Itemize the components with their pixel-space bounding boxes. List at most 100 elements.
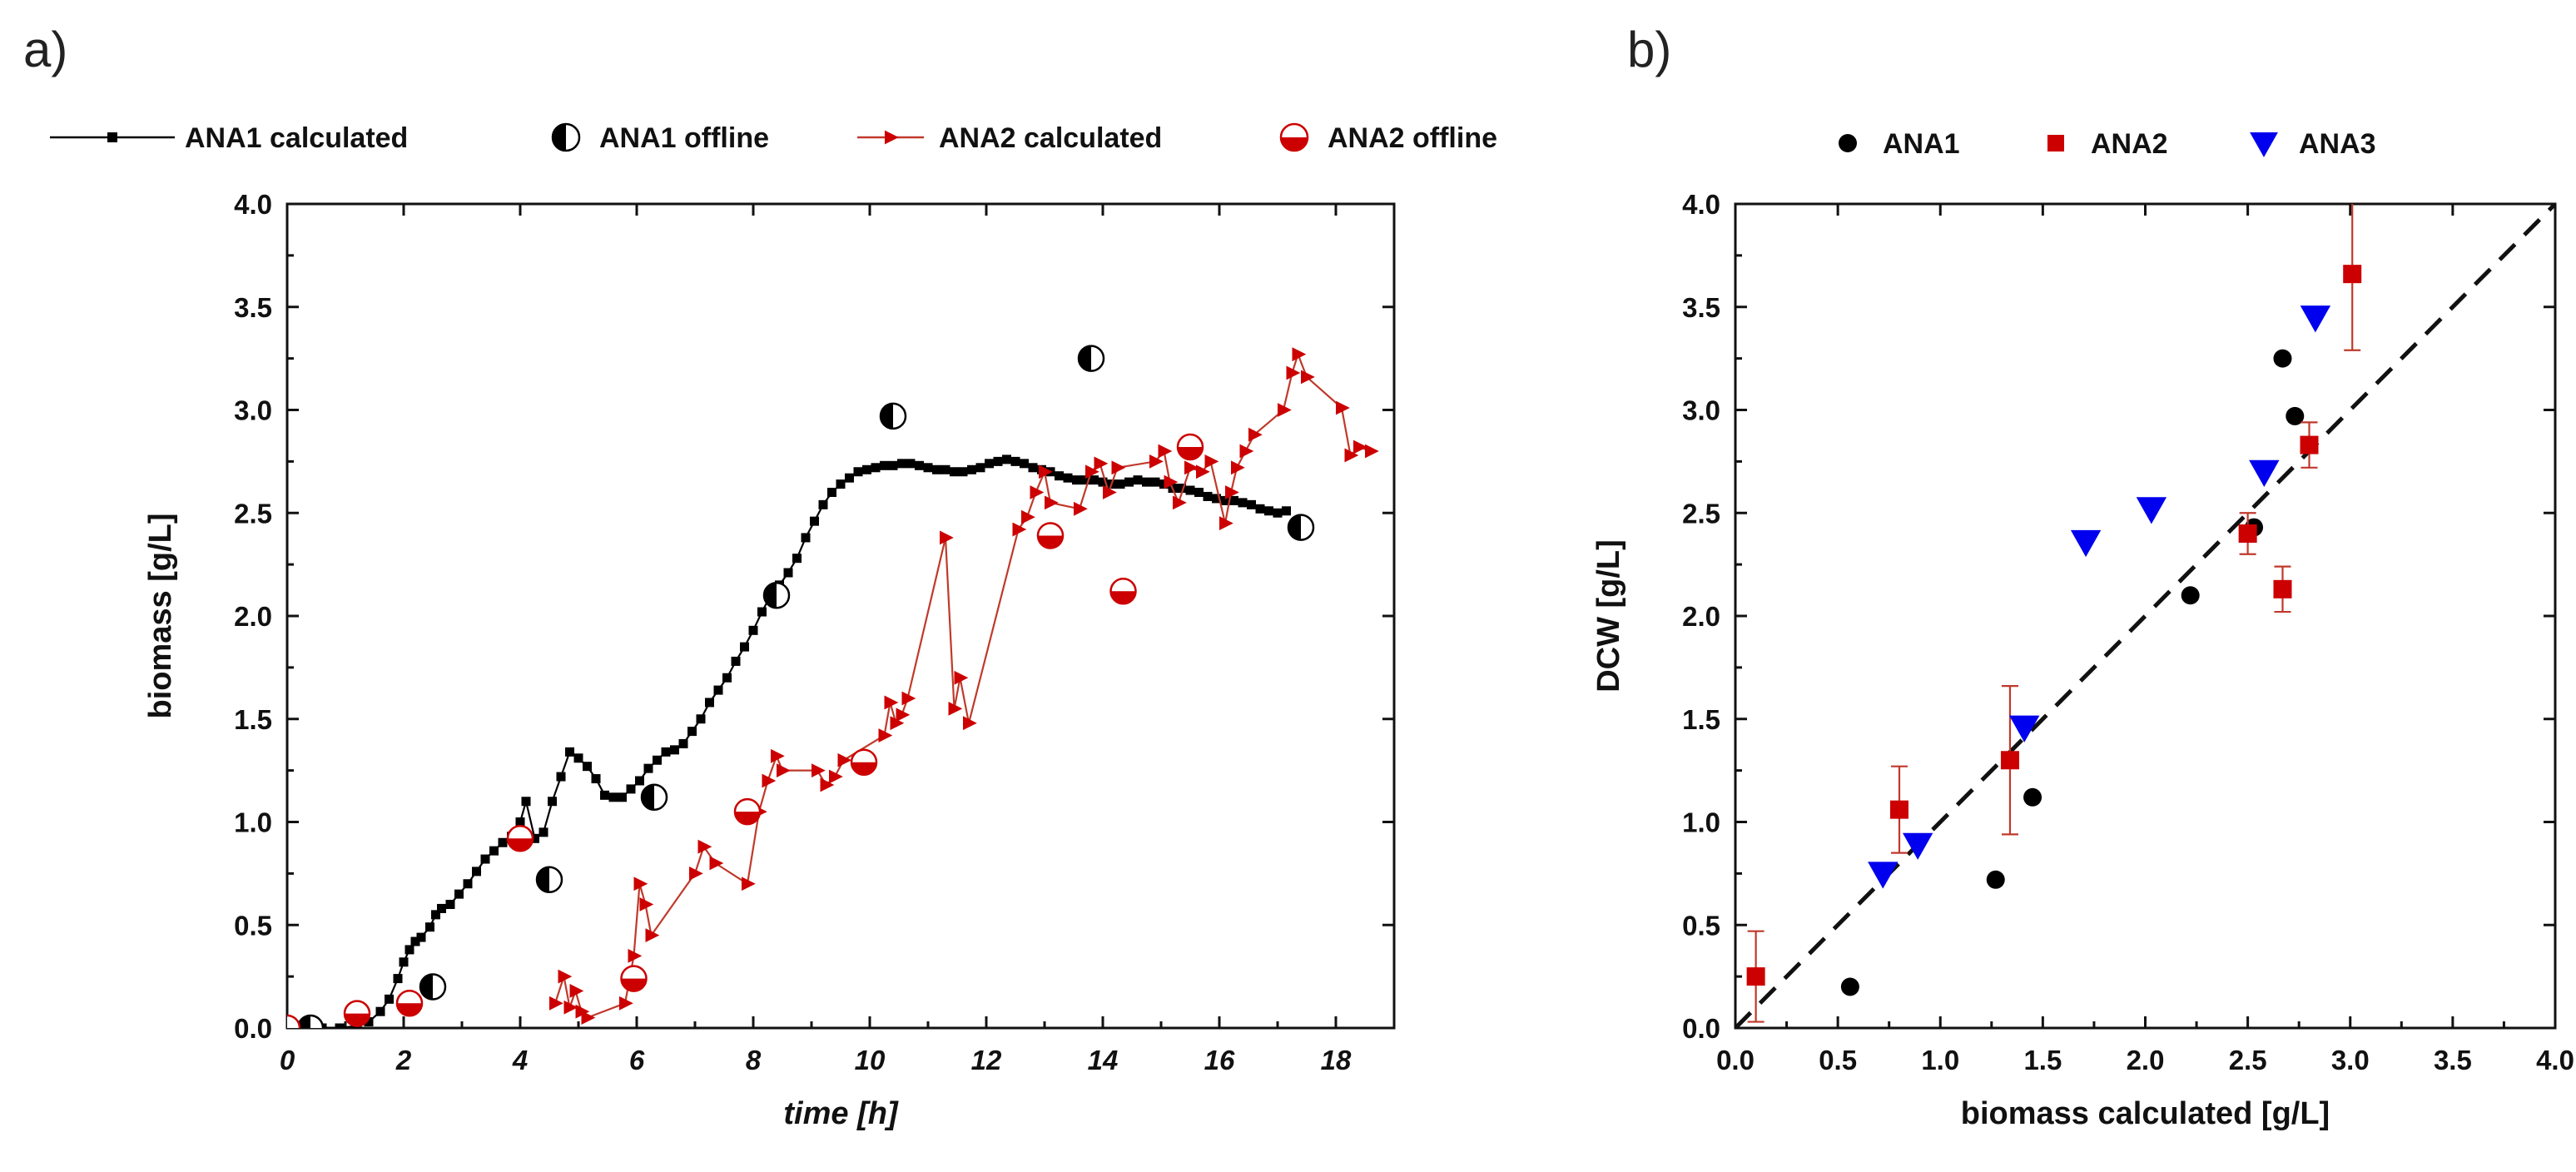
data-point [762, 773, 777, 788]
data-point [1353, 440, 1367, 454]
legend-label: ANA1 [1883, 128, 1960, 160]
data-point [2023, 787, 2042, 807]
reference-line [1735, 204, 2555, 1028]
panel-b-label: b) [1627, 22, 1671, 77]
data-point [1055, 471, 1064, 481]
data-point [1133, 475, 1143, 485]
x-tick-label: 1.5 [2023, 1045, 2062, 1075]
data-point [853, 467, 863, 477]
legend-marker [2047, 135, 2064, 151]
data-point [967, 464, 976, 474]
data-point [975, 463, 985, 473]
data-point [1225, 485, 1239, 499]
data-point [569, 984, 584, 998]
data-point [1036, 522, 1065, 549]
data-point [777, 763, 791, 778]
data-point [1273, 508, 1283, 518]
data-point [2238, 524, 2257, 543]
data-point [1150, 477, 1160, 487]
data-point [515, 817, 525, 827]
data-point [1164, 474, 1179, 489]
data-point [1868, 862, 1898, 889]
y-tick-label: 0.0 [234, 1013, 272, 1044]
data-point [792, 554, 802, 564]
legend-marker [1839, 134, 1857, 152]
legend-item: ANA3 [2250, 128, 2376, 160]
legend-item: ANA2 calculated [857, 122, 1162, 154]
y-tick-label: 1.5 [1682, 704, 1720, 735]
data-point [862, 464, 871, 474]
x-tick-label: 16 [1204, 1045, 1235, 1075]
data-point [985, 459, 994, 469]
data-point [489, 846, 499, 856]
data-point [896, 708, 911, 723]
data-point [1746, 967, 1765, 986]
data-point [530, 833, 539, 843]
data-point [845, 473, 854, 483]
data-point [871, 463, 881, 473]
data-point [1089, 475, 1099, 485]
data-point [556, 772, 566, 782]
data-point [1149, 454, 1164, 469]
data-point [1204, 454, 1219, 469]
x-tick-label: 0.5 [1819, 1045, 1857, 1075]
data-point [678, 738, 688, 748]
data-point [385, 994, 394, 1004]
data-point [463, 879, 473, 889]
data-point [897, 459, 906, 469]
data-point [653, 755, 662, 765]
data-point [1063, 473, 1073, 483]
x-tick-label: 2.5 [2229, 1045, 2267, 1075]
data-point [399, 957, 409, 967]
legend-item: ANA1 offline [551, 122, 769, 154]
y-tick-label: 3.0 [1682, 395, 1720, 426]
data-point [1124, 477, 1134, 487]
data-point [915, 460, 924, 470]
data-point [416, 932, 426, 942]
series-ana2 [1746, 204, 2362, 1023]
data-point [1115, 479, 1125, 489]
y-tick-label: 3.5 [1682, 292, 1720, 323]
legend-item: ANA1 calculated [50, 122, 408, 154]
data-point [419, 973, 447, 1001]
data-point [454, 889, 464, 899]
chart-a-axes: 0 2 4 6 8 10 12 14 16 18 0.0 0.5 1.0 1.5 2.0 2.5 3.0 3.5 4… [234, 189, 1396, 1075]
data-point [437, 903, 446, 913]
data-point [837, 752, 852, 767]
data-point [1286, 365, 1301, 380]
data-point [697, 839, 712, 854]
data-point [563, 1000, 578, 1015]
data-point [827, 488, 836, 497]
data-point [948, 701, 963, 716]
x-tick-label: 2.0 [2127, 1045, 2165, 1075]
data-point [343, 1000, 371, 1027]
data-point [581, 1011, 596, 1026]
data-point [1002, 454, 1011, 464]
y-tick-label: 4.0 [1682, 189, 1720, 220]
data-point [1074, 501, 1088, 516]
data-point [1021, 509, 1035, 524]
data-point [762, 582, 791, 609]
y-tick-label: 4.0 [234, 189, 272, 220]
data-point [405, 945, 414, 955]
data-point [1185, 485, 1195, 495]
x-tick-label: 0.0 [1716, 1045, 1755, 1075]
data-point [1255, 504, 1265, 514]
data-point [1142, 477, 1151, 487]
series-ana1 [1840, 349, 2305, 996]
data-point [335, 1023, 345, 1028]
data-point [583, 762, 592, 772]
data-point [1238, 498, 1248, 508]
x-tick-label: 10 [855, 1045, 886, 1075]
data-point [506, 825, 534, 852]
data-point [548, 797, 557, 807]
legend-marker [2250, 132, 2278, 157]
data-point [932, 464, 941, 474]
data-point [1103, 485, 1117, 499]
data-point [1094, 456, 1109, 471]
data-point [1212, 494, 1221, 504]
data-point [472, 867, 481, 877]
data-point [1012, 522, 1027, 537]
data-point [818, 499, 828, 509]
